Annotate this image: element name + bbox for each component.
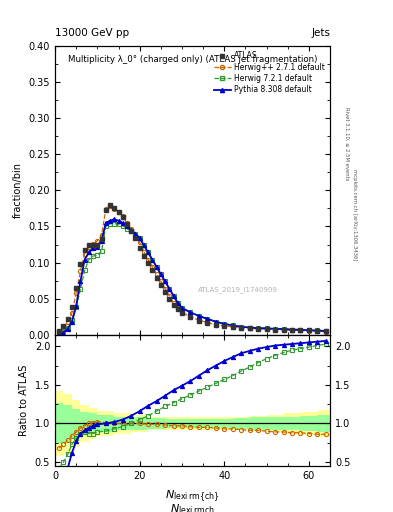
Text: $N_{\rm{lexi\,rm\{ch\}}}$: $N_{\rm{lexi\,rm\{ch\}}}$	[165, 489, 220, 505]
Text: Rivet 3.1.10, ≥ 2.5M events: Rivet 3.1.10, ≥ 2.5M events	[344, 106, 349, 180]
Y-axis label: fraction/bin: fraction/bin	[13, 162, 23, 219]
Legend: ATLAS, Herwig++ 2.7.1 default, Herwig 7.2.1 default, Pythia 8.308 default: ATLAS, Herwig++ 2.7.1 default, Herwig 7.…	[213, 50, 326, 96]
Text: Multiplicity λ_0° (charged only) (ATLAS jet fragmentation): Multiplicity λ_0° (charged only) (ATLAS …	[68, 55, 317, 63]
Text: ATLAS_2019_I1740909: ATLAS_2019_I1740909	[198, 286, 278, 293]
Text: Jets: Jets	[311, 28, 330, 38]
Text: $N_{\rm lexi\,rm{ch}}$: $N_{\rm lexi\,rm{ch}}$	[170, 503, 215, 512]
Y-axis label: Ratio to ATLAS: Ratio to ATLAS	[19, 365, 29, 436]
Text: 13000 GeV pp: 13000 GeV pp	[55, 28, 129, 38]
Text: mcplots.cern.ch [arXiv:1306.3436]: mcplots.cern.ch [arXiv:1306.3436]	[352, 169, 357, 261]
